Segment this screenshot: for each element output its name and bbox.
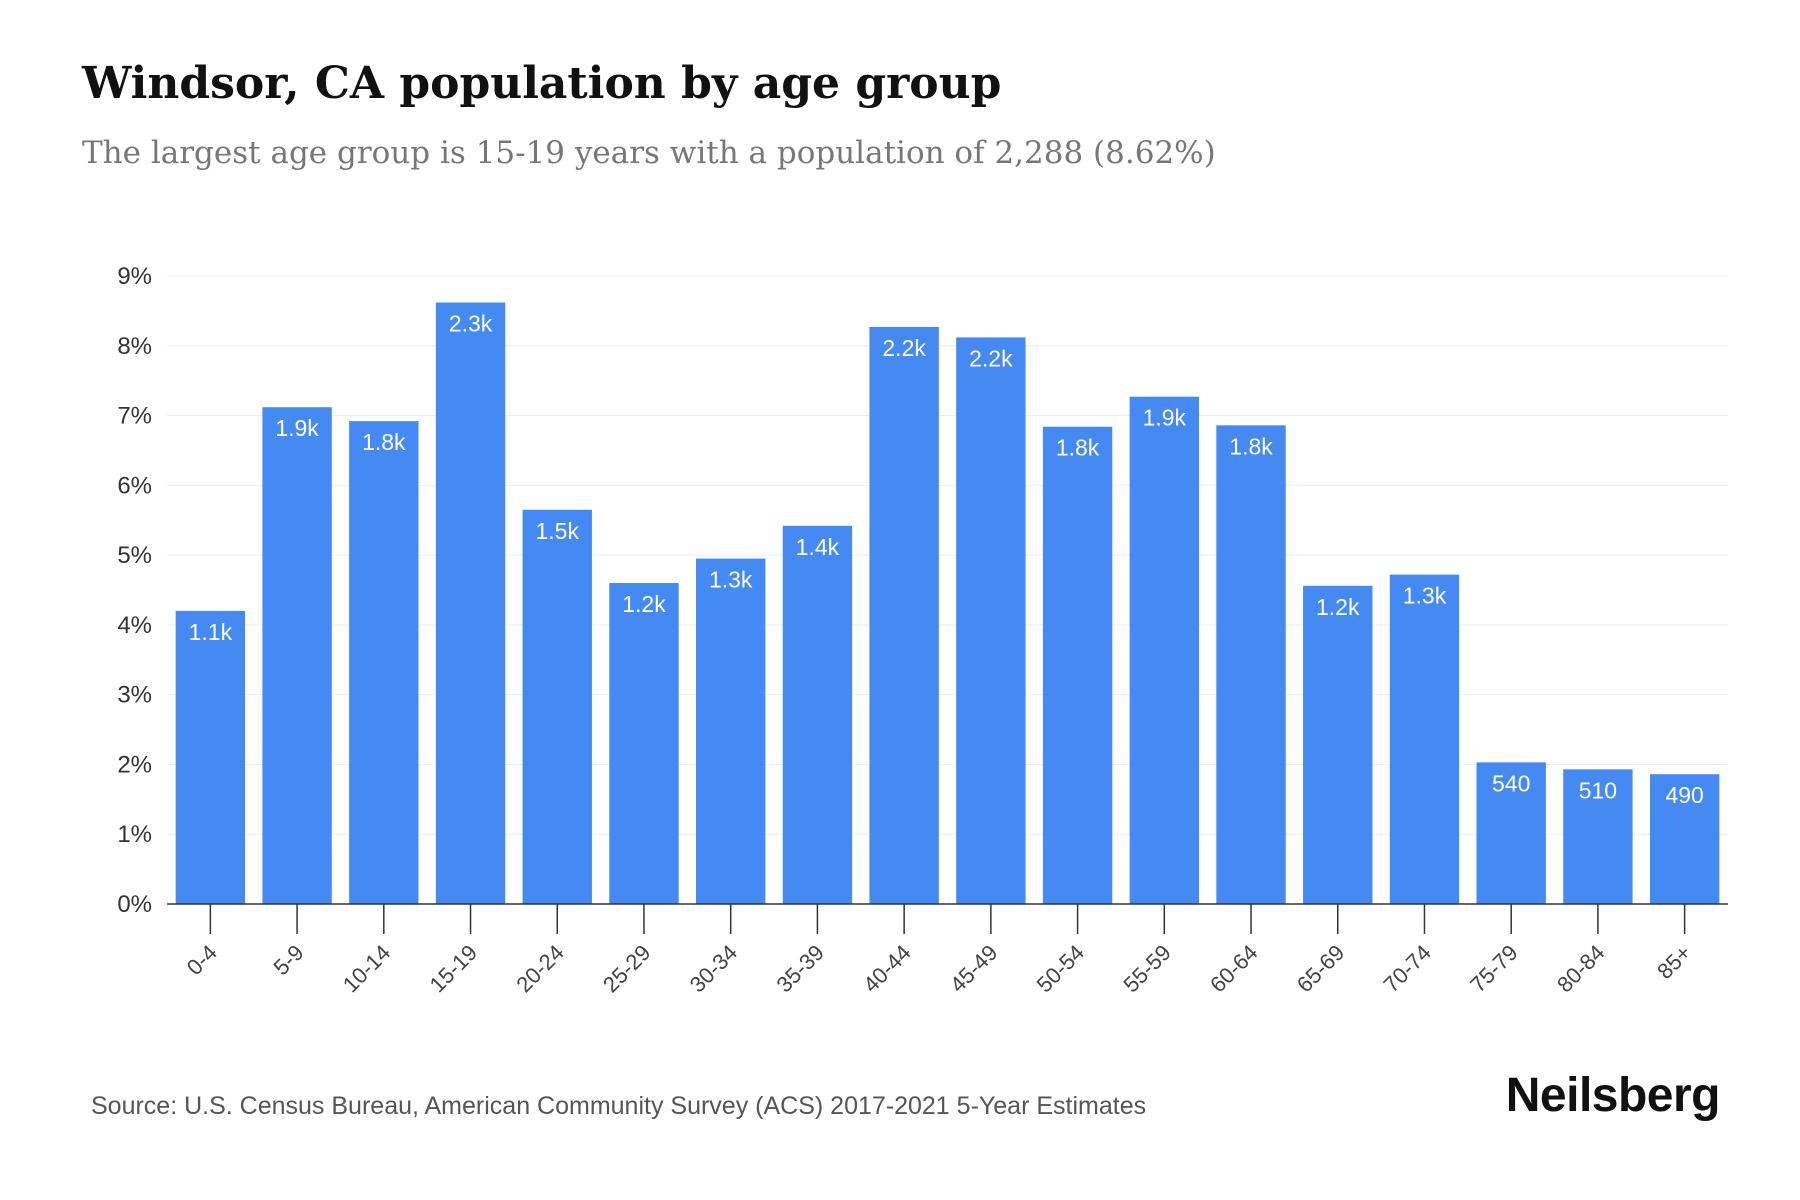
data-label: 1.8k xyxy=(1229,433,1273,459)
bar xyxy=(1042,426,1113,904)
data-label: 540 xyxy=(1492,770,1530,796)
x-tick-label: 20-24 xyxy=(511,940,568,997)
data-label: 2.2k xyxy=(882,335,926,361)
bar xyxy=(1476,762,1546,904)
x-tick-label: 45-49 xyxy=(945,940,1002,997)
data-label: 1.1k xyxy=(189,619,233,645)
data-label: 2.2k xyxy=(969,345,1013,371)
data-label: 1.4k xyxy=(796,534,840,560)
y-tick-label: 0% xyxy=(117,891,152,918)
data-label: 490 xyxy=(1665,782,1703,808)
x-tick-label: 70-74 xyxy=(1379,940,1436,997)
x-tick-label: 35-39 xyxy=(771,940,828,997)
x-tick-label: 0-4 xyxy=(182,940,222,980)
y-tick-label: 3% xyxy=(117,682,152,709)
bar xyxy=(175,610,246,904)
y-tick-label: 4% xyxy=(117,612,152,639)
x-tick-label: 40-44 xyxy=(858,940,915,997)
x-tick-label: 65-69 xyxy=(1292,940,1349,997)
data-label: 1.3k xyxy=(1403,583,1447,609)
data-label: 1.3k xyxy=(709,567,753,593)
x-tick-label: 85+ xyxy=(1652,940,1696,984)
bar xyxy=(435,302,506,904)
chart-title: Windsor, CA population by age group xyxy=(82,58,1002,109)
data-label: 1.9k xyxy=(1143,405,1187,431)
y-tick-label: 8% xyxy=(117,333,152,360)
y-tick-label: 7% xyxy=(117,403,152,430)
bar xyxy=(1389,574,1460,904)
data-label: 1.9k xyxy=(275,415,319,441)
bar xyxy=(262,407,332,904)
x-tick-label: 10-14 xyxy=(338,940,395,997)
brand-logo: Neilsberg xyxy=(1505,1069,1721,1122)
x-tick-label: 50-54 xyxy=(1032,940,1089,997)
chart-subtitle: The largest age group is 15-19 years wit… xyxy=(82,135,1216,171)
y-tick-label: 1% xyxy=(117,821,152,848)
y-tick-label: 5% xyxy=(117,542,152,569)
bar xyxy=(609,583,679,904)
bar xyxy=(1303,585,1373,904)
bar xyxy=(696,558,766,904)
x-tick-label: 15-19 xyxy=(425,940,482,997)
x-tick-label: 30-34 xyxy=(685,940,742,997)
x-tick-label: 75-79 xyxy=(1465,940,1522,997)
y-tick-label: 2% xyxy=(117,751,152,778)
x-tick-label: 80-84 xyxy=(1552,940,1609,997)
bar xyxy=(1129,396,1199,904)
source-note: Source: U.S. Census Bureau, American Com… xyxy=(91,1092,1147,1120)
x-tick-label: 5-9 xyxy=(268,940,308,980)
bar xyxy=(1563,769,1633,904)
data-label: 1.8k xyxy=(362,429,406,455)
bar xyxy=(1216,425,1286,904)
data-label: 2.3k xyxy=(449,311,493,337)
y-tick-label: 9% xyxy=(117,263,152,290)
x-tick-label: 55-59 xyxy=(1118,940,1175,997)
data-label: 510 xyxy=(1579,777,1617,803)
x-tick-label: 60-64 xyxy=(1205,940,1262,997)
data-label: 1.5k xyxy=(536,518,580,544)
data-label: 1.8k xyxy=(1056,435,1100,461)
x-tick-label: 25-29 xyxy=(598,940,655,997)
bar xyxy=(522,509,592,904)
y-tick-label: 6% xyxy=(117,472,152,499)
bar xyxy=(349,421,419,904)
bar xyxy=(869,326,939,905)
bar xyxy=(956,337,1026,905)
data-label: 1.2k xyxy=(622,591,666,617)
bar xyxy=(782,525,853,904)
bar xyxy=(1649,774,1720,904)
data-label: 1.2k xyxy=(1316,594,1360,620)
